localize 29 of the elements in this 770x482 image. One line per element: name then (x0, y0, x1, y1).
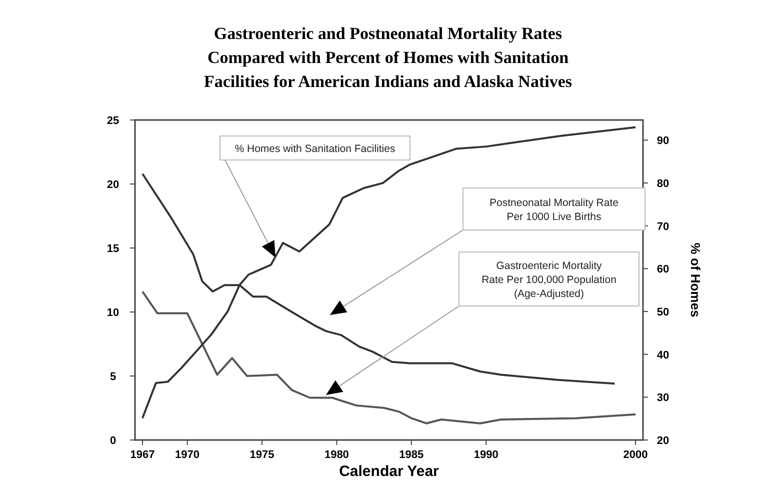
x-axis-title: Calendar Year (339, 463, 440, 480)
y-tick-label: 25 (106, 115, 120, 127)
y2-tick-label: 20 (656, 435, 670, 447)
y2-tick-label: 80 (656, 178, 670, 190)
annotation: Postneonatal Mortality Rate Per 1000 Live Births (490, 197, 619, 223)
annotation: % Homes with Sanitation Facilities (234, 143, 396, 155)
y2-tick-label: 30 (656, 392, 670, 404)
y2-tick-label: 70 (656, 220, 670, 233)
annotation: Gastroenteric Mortality Rate Per 100,000 Population (Age-Adjusted) (482, 260, 617, 300)
x-tick-label: 2000 (623, 449, 648, 461)
line-series (141, 290, 637, 424)
y2-axis-title: % of Homes (688, 242, 703, 318)
y2-tick-label: 50 (656, 306, 670, 318)
y-tick-label: 20 (106, 179, 120, 191)
x-tick-label: 1990 (474, 449, 498, 461)
x-tick-label: 1967 (130, 449, 155, 461)
x-tick-label: 1980 (324, 449, 349, 461)
x-tick-label: 1975 (250, 449, 274, 461)
y-tick-label: 15 (106, 243, 120, 255)
y-tick-label: 10 (106, 307, 120, 319)
y2-tick-label: 90 (656, 135, 670, 148)
y2-tick-label: 60 (656, 264, 670, 276)
x-tick-label: 1970 (175, 449, 200, 461)
chart-title: Gastroenteric and Postneonatal Mortality Rates Compared with Percent of Homes with Sanitation Facilities for American Indians and Alaska Natives (204, 24, 572, 91)
x-tick-label: 1985 (399, 449, 424, 461)
y2-tick-label: 40 (656, 349, 670, 362)
line-series (141, 126, 637, 420)
y-tick-label: 5 (110, 371, 116, 383)
y-tick-label: 0 (110, 435, 116, 447)
